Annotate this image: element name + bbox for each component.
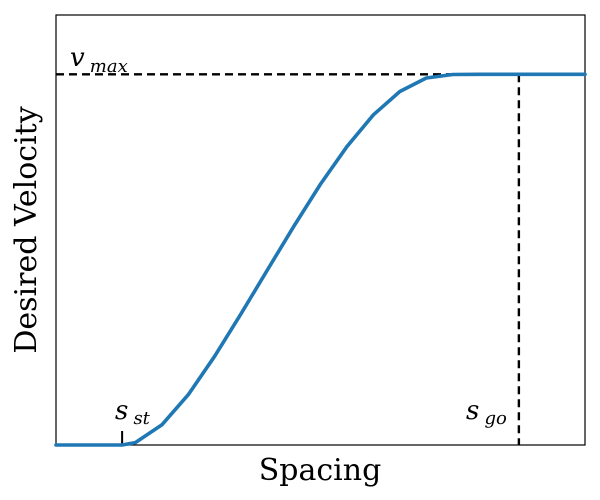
s-st-main-text: s xyxy=(115,396,128,426)
velocity-curve-1 xyxy=(54,72,587,447)
s-st-sub-text: st xyxy=(133,408,150,429)
plot-frame xyxy=(55,14,586,446)
s-st-label: s st xyxy=(115,396,151,429)
vmax-sub-text: max xyxy=(90,56,128,77)
vmax-label: v max xyxy=(70,43,128,77)
x-axis-label: Spacing xyxy=(259,453,382,488)
plot-area xyxy=(54,14,587,447)
s-go-main-text: s xyxy=(466,396,479,426)
s-go-label: s go xyxy=(466,396,507,429)
y-axis-label: Desired Velocity xyxy=(9,106,44,353)
vmax-main-text: v xyxy=(70,43,85,73)
s-go-sub-text: go xyxy=(484,408,507,429)
